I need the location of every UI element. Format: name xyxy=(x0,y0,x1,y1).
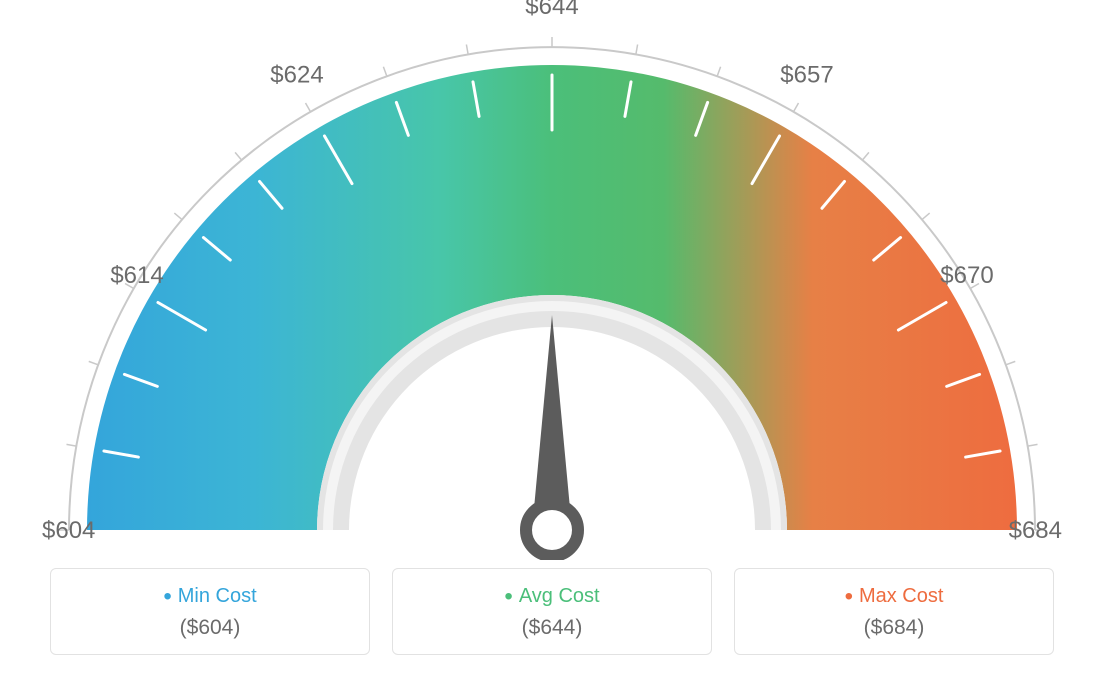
gauge-tick-label: $624 xyxy=(270,61,323,88)
gauge-tick-label: $670 xyxy=(940,262,993,289)
dot-icon: • xyxy=(845,583,853,610)
legend-label-text: Max Cost xyxy=(859,585,943,607)
gauge-svg: $604 $614 $624 $644 $657 $670 $684 xyxy=(0,0,1104,560)
legend-value-min: ($604) xyxy=(51,616,369,640)
legend-card-min: • Min Cost ($604) xyxy=(50,568,370,655)
legend-value-max: ($684) xyxy=(735,616,1053,640)
gauge-tick-label: $644 xyxy=(525,0,578,20)
gauge-needle-hub xyxy=(526,504,578,556)
legend-value-avg: ($644) xyxy=(393,616,711,640)
dot-icon: • xyxy=(504,583,512,610)
legend-label-max: • Max Cost xyxy=(735,585,1053,608)
legend-row: • Min Cost ($604) • Avg Cost ($644) • Max C… xyxy=(0,568,1104,655)
gauge-tick-label: $684 xyxy=(1009,517,1062,544)
gauge-tick-label: $604 xyxy=(42,517,95,544)
legend-label-min: • Min Cost xyxy=(51,585,369,608)
legend-label-avg: • Avg Cost xyxy=(393,585,711,608)
dot-icon: • xyxy=(163,583,171,610)
gauge-tick-label: $614 xyxy=(110,262,163,289)
legend-label-text: Avg Cost xyxy=(519,585,600,607)
legend-card-max: • Max Cost ($684) xyxy=(734,568,1054,655)
gauge-tick-label: $657 xyxy=(780,61,833,88)
gauge-area: $604 $614 $624 $644 $657 $670 $684 xyxy=(0,0,1104,560)
cost-gauge-chart: $604 $614 $624 $644 $657 $670 $684 • Min Cost (… xyxy=(0,0,1104,690)
legend-card-avg: • Avg Cost ($644) xyxy=(392,568,712,655)
legend-label-text: Min Cost xyxy=(178,585,257,607)
